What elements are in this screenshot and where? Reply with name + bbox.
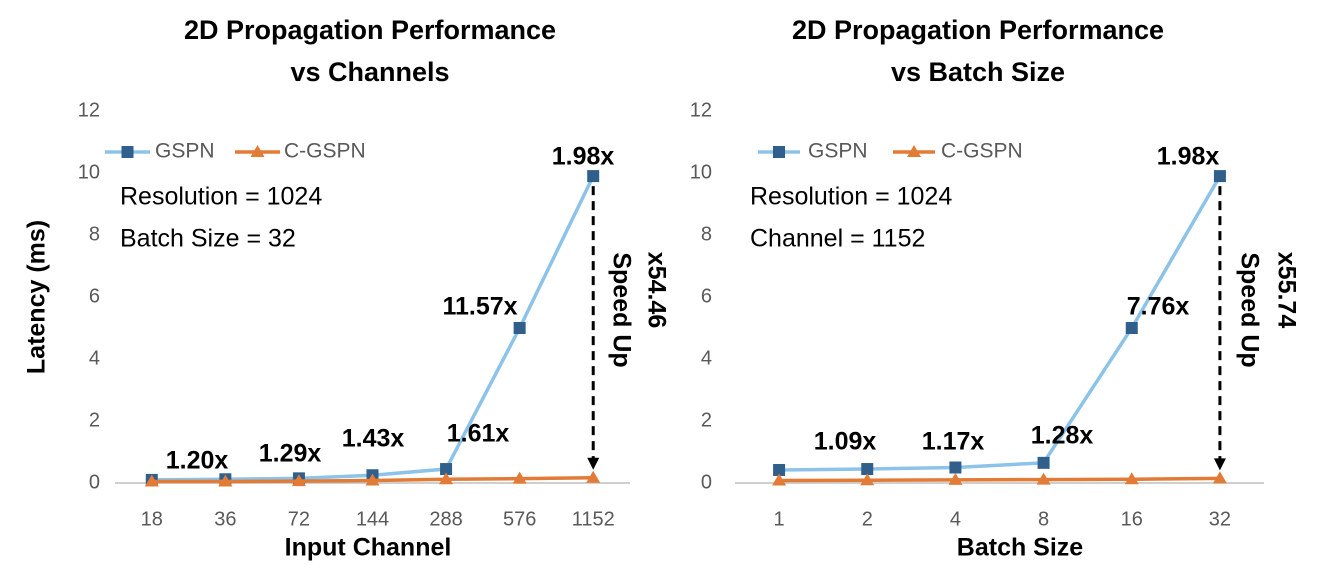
x-tick-label: 1152	[572, 508, 615, 530]
note: Batch Size = 32	[120, 225, 296, 253]
y-tick-label: 10	[690, 161, 712, 183]
speedup-label: 1.28x	[1031, 422, 1094, 450]
chart: 2D Propagation Performance vs Batch Size 0…	[690, 15, 1301, 561]
x-tick-label: 2	[862, 508, 873, 530]
data-point	[218, 474, 233, 487]
x-tick-label: 576	[503, 508, 536, 530]
legend-label: C-GSPN	[284, 140, 366, 163]
y-tick-label: 10	[78, 161, 100, 183]
data-point	[860, 473, 875, 486]
x-tick-label: 16	[1121, 508, 1143, 530]
y-axis-label: Latency (ms)	[23, 220, 51, 374]
speedup-label: 1.29x	[259, 440, 322, 468]
note: Resolution = 1024	[750, 183, 952, 211]
data-point	[365, 473, 380, 486]
x-tick-label: 18	[141, 508, 163, 530]
legend-marker	[121, 146, 134, 158]
legend-marker	[250, 145, 265, 157]
speedup-label: 1.20x	[166, 447, 229, 475]
data-point	[773, 463, 786, 476]
legend-label: C-GSPN	[941, 140, 1023, 163]
data-point	[512, 471, 527, 484]
legend-marker	[773, 146, 785, 158]
speedup-label: 1.98x	[552, 143, 615, 171]
y-tick-label: 0	[701, 471, 712, 493]
x-tick-label: 36	[214, 508, 236, 530]
arrow-head	[1213, 458, 1226, 471]
y-tick-label: 2	[89, 409, 100, 431]
chart-title: 2D Propagation Performance vs Batch Size	[792, 15, 1164, 87]
y-tick-label: 6	[701, 285, 712, 307]
note: Resolution = 1024	[120, 183, 322, 211]
data-point	[1124, 472, 1139, 485]
data-point	[948, 472, 963, 485]
data-point	[1125, 322, 1138, 334]
data-point	[772, 473, 787, 486]
legend-label: GSPN	[155, 140, 215, 163]
data-point	[291, 474, 306, 487]
data-point	[1036, 472, 1051, 485]
series-line	[779, 175, 1222, 472]
x-axis-label: Input Channel	[285, 534, 452, 562]
legend-label: GSPN	[808, 140, 868, 163]
speedup-label: 1.09x	[814, 428, 877, 456]
x-tick-label: 144	[356, 508, 389, 530]
speedup-text: Speed Up	[1235, 252, 1263, 367]
x-tick-label: 32	[1209, 508, 1231, 530]
y-tick-label: 8	[701, 223, 712, 245]
speedup-label: 1.98x	[1157, 143, 1220, 171]
y-tick-label: 4	[89, 347, 100, 369]
data-point	[1212, 471, 1227, 484]
speedup-label: 1.43x	[342, 425, 405, 453]
data-point	[586, 470, 601, 483]
x-tick-label: 72	[288, 508, 310, 530]
y-tick-label: 4	[701, 347, 712, 369]
chart-title: 2D Propagation Performance vs Channels	[184, 15, 556, 87]
chart: 2D Propagation Performance vs Channels 0 2 4…	[23, 15, 671, 561]
y-tick-label: 8	[89, 223, 100, 245]
data-point	[587, 170, 600, 183]
data-point	[949, 461, 962, 474]
speedup-label: 1.61x	[447, 420, 510, 448]
data-point	[513, 322, 526, 334]
y-tick-label: 0	[89, 471, 100, 493]
arrow-head	[587, 457, 600, 470]
series-line	[779, 476, 1220, 483]
speedup-factor: x54.46	[642, 252, 670, 328]
data-point	[1037, 456, 1050, 469]
note: Channel = 1152	[750, 225, 925, 253]
data-point	[439, 472, 454, 485]
y-tick-label: 2	[701, 409, 712, 431]
y-tick-label: 12	[78, 99, 100, 121]
y-tick-label: 6	[89, 285, 100, 307]
data-point	[440, 463, 453, 476]
speedup-text: Speed Up	[607, 252, 635, 367]
x-tick-label: 288	[429, 508, 462, 530]
x-tick-label: 8	[1038, 508, 1049, 530]
data-point	[1213, 170, 1226, 183]
x-tick-label: 4	[950, 508, 961, 530]
speedup-label: 11.57x	[442, 293, 517, 321]
speedup-label: 1.17x	[922, 428, 985, 456]
data-point	[144, 474, 159, 487]
x-tick-label: 1	[774, 508, 785, 530]
speedup-factor: x55.74	[1272, 252, 1300, 329]
y-tick-label: 12	[690, 99, 712, 121]
legend-marker	[907, 145, 921, 157]
x-axis-label: Batch Size	[957, 534, 1084, 562]
speedup-label: 7.76x	[1127, 293, 1190, 321]
data-point	[861, 463, 874, 476]
